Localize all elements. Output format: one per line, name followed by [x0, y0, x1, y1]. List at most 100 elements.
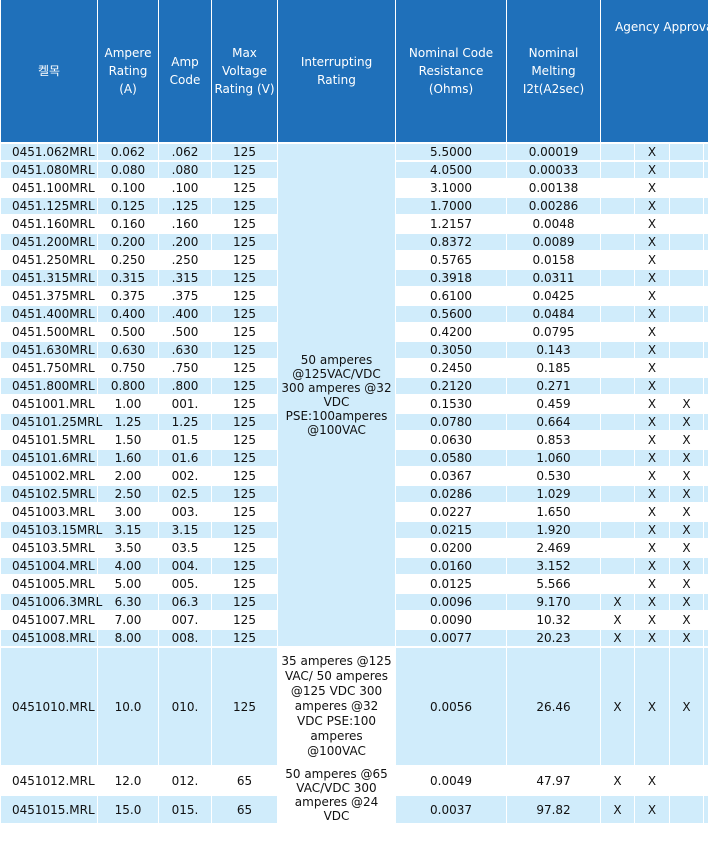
cell-ampere: 4.00	[98, 558, 158, 574]
cell-agency-a1	[601, 270, 634, 286]
cell-agency-a1	[601, 576, 634, 592]
cell-agency-a4	[704, 612, 708, 628]
cell-voltage: 125	[212, 450, 277, 466]
cell-agency-a4: X	[704, 180, 708, 196]
cell-agency-a1	[601, 342, 634, 358]
cell-agency-a4	[704, 648, 708, 765]
cell-ampere: 0.100	[98, 180, 158, 196]
cell-melting: 0.00138	[507, 180, 600, 196]
cell-melting: 1.060	[507, 450, 600, 466]
cell-voltage: 125	[212, 198, 277, 214]
cell-agency-a4: X	[704, 576, 708, 592]
cell-agency-a3	[670, 270, 703, 286]
cell-agency-a4: X	[704, 306, 708, 322]
cell-agency-a3: X	[670, 504, 703, 520]
cell-agency-a1: X	[601, 767, 634, 794]
cell-agency-a1	[601, 540, 634, 556]
cell-ampere: 1.50	[98, 432, 158, 448]
cell-resistance: 0.3918	[396, 270, 506, 286]
cell-agency-a2: X	[635, 288, 669, 304]
cell-agency-a1	[601, 432, 634, 448]
cell-code: .400	[159, 306, 211, 322]
cell-agency-a4: X	[704, 486, 708, 502]
cell-melting: 0.0158	[507, 252, 600, 268]
cell-agency-a1	[601, 324, 634, 340]
cell-agency-a1: X	[601, 796, 634, 823]
cell-agency-a2: X	[635, 216, 669, 232]
cell-code: .100	[159, 180, 211, 196]
cell-resistance: 0.6100	[396, 288, 506, 304]
cell-agency-a2: X	[635, 796, 669, 823]
cell-agency-a4: X	[704, 468, 708, 484]
cell-part: 0451.250MRL	[1, 252, 97, 268]
cell-part: 0451002.MRL	[1, 468, 97, 484]
cell-ampere: 0.250	[98, 252, 158, 268]
cell-agency-a2: X	[635, 396, 669, 412]
cell-agency-a4: X	[704, 234, 708, 250]
cell-resistance: 0.2120	[396, 378, 506, 394]
header-amp-code: Amp Code	[159, 0, 211, 142]
cell-voltage: 125	[212, 558, 277, 574]
cell-voltage: 125	[212, 396, 277, 412]
table-row: 0451006.3MRL 6.30 06.3 125 0.0096 9.170 X X X	[1, 594, 708, 610]
cell-ampere: 0.375	[98, 288, 158, 304]
cell-agency-a1	[601, 216, 634, 232]
cell-resistance: 0.0286	[396, 486, 506, 502]
cell-voltage: 125	[212, 270, 277, 286]
cell-agency-a2: X	[635, 144, 669, 160]
cell-ampere: 0.315	[98, 270, 158, 286]
cell-agency-a3: X	[670, 396, 703, 412]
cell-resistance: 3.1000	[396, 180, 506, 196]
table-row: 0451008.MRL 8.00 008. 125 0.0077 20.23 X X X	[1, 630, 708, 646]
cell-part: 0451.750MRL	[1, 360, 97, 376]
cell-agency-a2: X	[635, 576, 669, 592]
cell-ampere: 0.062	[98, 144, 158, 160]
cell-code: 008.	[159, 630, 211, 646]
cell-resistance: 0.0160	[396, 558, 506, 574]
cell-ampere: 7.00	[98, 612, 158, 628]
cell-agency-a3	[670, 378, 703, 394]
cell-agency-a4	[704, 594, 708, 610]
cell-voltage: 125	[212, 486, 277, 502]
cell-agency-a1	[601, 504, 634, 520]
cell-agency-a4: X	[704, 252, 708, 268]
cell-agency-a2: X	[635, 522, 669, 538]
fuse-spec-table: 켈목 Ampere Rating (A) Amp Code Max Voltag…	[1, 0, 708, 823]
cell-agency-a2: X	[635, 767, 669, 794]
cell-agency-a4: X	[704, 504, 708, 520]
cell-code: 1.25	[159, 414, 211, 430]
cell-part: 045102.5MRL	[1, 486, 97, 502]
cell-melting: 0.271	[507, 378, 600, 394]
cell-agency-a1	[601, 522, 634, 538]
cell-resistance: 5.5000	[396, 144, 506, 160]
cell-agency-a4	[704, 796, 708, 823]
cell-agency-a1	[601, 486, 634, 502]
cell-ampere: 1.60	[98, 450, 158, 466]
cell-agency-a1	[601, 468, 634, 484]
cell-agency-a3: X	[670, 558, 703, 574]
cell-agency-a2: X	[635, 342, 669, 358]
cell-melting: 5.566	[507, 576, 600, 592]
cell-part: 0451012.MRL	[1, 767, 97, 794]
cell-agency-a4: X	[704, 414, 708, 430]
cell-melting: 2.469	[507, 540, 600, 556]
cell-resistance: 0.8372	[396, 234, 506, 250]
cell-melting: 9.170	[507, 594, 600, 610]
cell-melting: 0.0484	[507, 306, 600, 322]
cell-resistance: 0.0077	[396, 630, 506, 646]
cell-code: 03.5	[159, 540, 211, 556]
cell-resistance: 0.2450	[396, 360, 506, 376]
cell-part: 0451.200MRL	[1, 234, 97, 250]
cell-part: 0451007.MRL	[1, 612, 97, 628]
cell-melting: 0.853	[507, 432, 600, 448]
cell-agency-a4: X	[704, 540, 708, 556]
header-resistance: Nominal Code Resistance (Ohms)	[396, 0, 506, 142]
